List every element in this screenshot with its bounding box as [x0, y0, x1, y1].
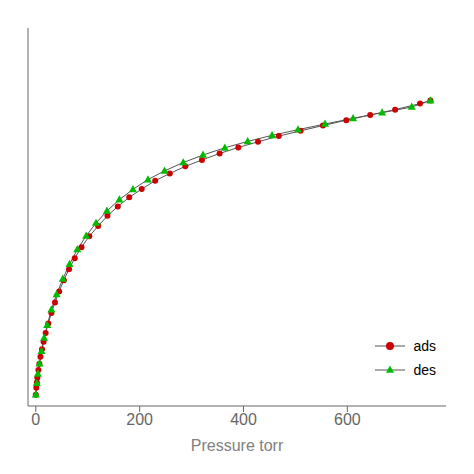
- svg-text:0: 0: [31, 411, 40, 428]
- svg-text:Pressure torr: Pressure torr: [191, 437, 284, 454]
- svg-text:200: 200: [126, 411, 153, 428]
- svg-text:400: 400: [230, 411, 257, 428]
- html-text:des: des: [413, 362, 436, 378]
- svg-text:600: 600: [334, 411, 361, 428]
- html-text:ads: ads: [413, 338, 436, 354]
